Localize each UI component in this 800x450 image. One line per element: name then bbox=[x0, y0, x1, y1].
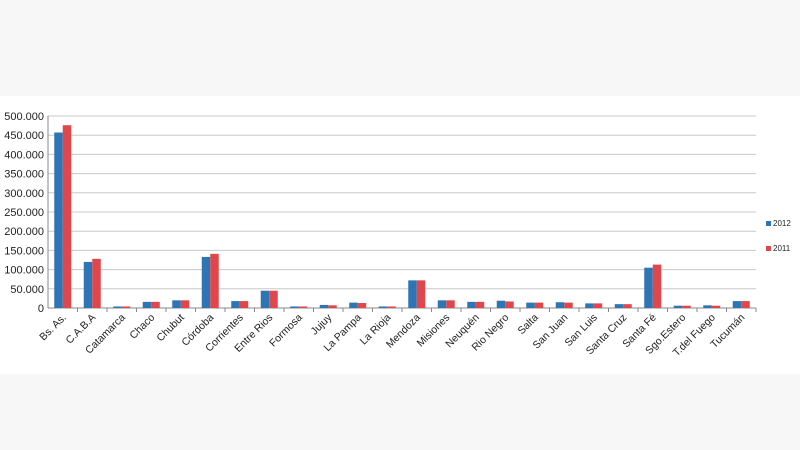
bar-2011 bbox=[239, 301, 249, 308]
bar-2011 bbox=[741, 301, 750, 308]
y-axis-ticks: 0 50.000 100.000 150.000 200.000 250.000 300.0… bbox=[4, 111, 44, 315]
y-tick-label: 150.000 bbox=[4, 245, 44, 257]
bars bbox=[54, 125, 750, 308]
bar-2011 bbox=[682, 305, 691, 308]
bar-2012 bbox=[614, 304, 624, 308]
x-tick-label: Formosa bbox=[267, 312, 305, 350]
bar-2012 bbox=[378, 306, 388, 308]
bar-2012 bbox=[319, 304, 329, 308]
bar-2012 bbox=[496, 300, 506, 308]
bar-2011 bbox=[121, 306, 131, 308]
bar-2011 bbox=[475, 301, 485, 308]
bar-2011 bbox=[711, 305, 721, 308]
y-tick-label: 100.000 bbox=[4, 265, 44, 277]
bar-2012 bbox=[644, 267, 653, 308]
bar-2011 bbox=[534, 302, 544, 308]
bar-2012 bbox=[673, 305, 683, 308]
bar-2012 bbox=[113, 306, 122, 308]
bar-2011 bbox=[446, 300, 455, 308]
legend: 2012 2011 bbox=[766, 219, 791, 253]
bar-2012 bbox=[260, 290, 270, 308]
x-tick-label: Salta bbox=[515, 312, 541, 338]
bar-2012 bbox=[467, 301, 476, 308]
legend-label: 2011 bbox=[773, 244, 791, 253]
y-tick-label: 450.000 bbox=[4, 130, 44, 142]
legend-label: 2012 bbox=[773, 219, 791, 228]
bar-2012 bbox=[526, 302, 535, 308]
bar-2011 bbox=[62, 125, 72, 308]
y-tick-label: 300.000 bbox=[4, 188, 44, 200]
bar-2011 bbox=[387, 306, 396, 308]
bar-2012 bbox=[172, 300, 181, 308]
bar-2011 bbox=[357, 303, 367, 308]
bar-2012 bbox=[437, 300, 447, 308]
bar-2012 bbox=[83, 261, 93, 308]
legend-swatch bbox=[766, 221, 771, 226]
x-tick-label: Jujuy bbox=[309, 311, 335, 337]
bar-2011 bbox=[298, 306, 308, 308]
y-tick-label: 200.000 bbox=[4, 226, 44, 238]
chart-area bbox=[0, 96, 800, 374]
y-tick-label: 400.000 bbox=[4, 149, 44, 161]
bar-2011 bbox=[652, 264, 662, 308]
bar-2011 bbox=[623, 304, 632, 308]
y-tick-label: 0 bbox=[38, 303, 44, 315]
bar-2012 bbox=[732, 301, 742, 308]
legend-swatch bbox=[766, 246, 771, 251]
bar-2012 bbox=[703, 305, 712, 308]
bar-2012 bbox=[54, 132, 63, 308]
bar-2011 bbox=[328, 305, 337, 308]
x-tick-label: Chaco bbox=[127, 312, 157, 342]
bar-2011 bbox=[269, 290, 278, 308]
bar-2011 bbox=[151, 301, 160, 308]
bar-2011 bbox=[505, 301, 514, 308]
bar-2011 bbox=[92, 258, 101, 308]
y-tick-label: 250.000 bbox=[4, 207, 44, 219]
bar-2012 bbox=[408, 280, 417, 308]
bar-2011 bbox=[564, 302, 573, 308]
y-tick-label: 500.000 bbox=[4, 111, 44, 123]
bar-2011 bbox=[210, 253, 219, 308]
bar-2011 bbox=[416, 280, 426, 308]
gridlines bbox=[47, 115, 756, 309]
bar-2011 bbox=[593, 303, 603, 308]
y-tick-label: 50.000 bbox=[10, 284, 44, 296]
bar-2012 bbox=[585, 303, 594, 308]
y-tick-label: 350.000 bbox=[4, 169, 44, 181]
bar-2012 bbox=[349, 302, 358, 308]
bar-2012 bbox=[290, 306, 299, 308]
bar-2012 bbox=[142, 301, 152, 308]
bar-2012 bbox=[231, 301, 240, 308]
bar-2012 bbox=[201, 256, 211, 308]
bar-2012 bbox=[555, 302, 565, 308]
bar-2011 bbox=[180, 300, 190, 308]
